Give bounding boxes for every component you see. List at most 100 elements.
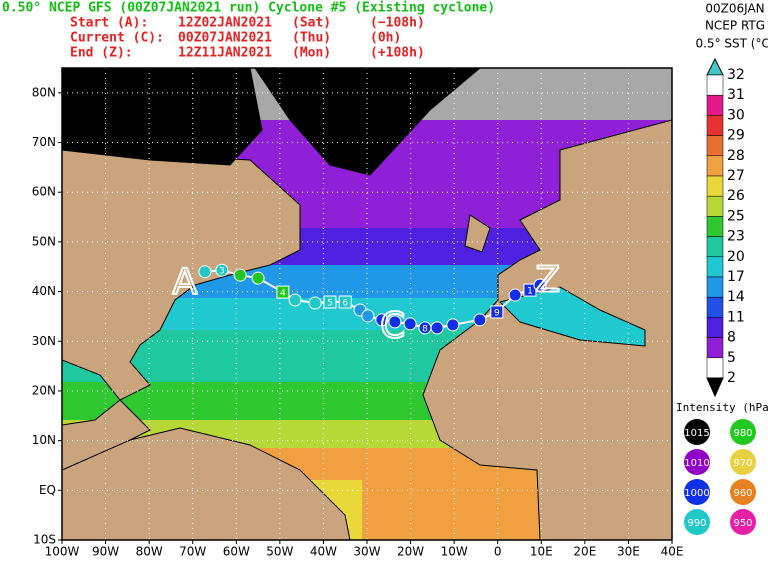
colorbar-label: 11 xyxy=(727,309,745,325)
track-point xyxy=(215,263,229,277)
intensity-swatch xyxy=(684,509,710,535)
colorbar-label: 30 xyxy=(727,107,745,123)
greenland xyxy=(254,68,481,176)
row-time: 12Z11JAN2021 xyxy=(178,46,272,61)
sst-legend: 00Z06JAN NCEP RTG 0.5° SST (°C) 32 31 30 29… xyxy=(695,2,768,398)
track-point xyxy=(430,321,444,335)
lon-label: 100W xyxy=(45,545,80,559)
lat-label: 70N xyxy=(32,135,56,149)
colorbar-label: 5 xyxy=(727,350,736,366)
colorbar-segment xyxy=(706,135,724,157)
colorbar-label: 31 xyxy=(727,87,745,103)
colorbar-segment xyxy=(706,155,724,177)
intensity-label: 960 xyxy=(733,488,752,499)
south-america xyxy=(62,427,351,540)
colorbar-segment xyxy=(706,357,724,379)
lon-label: 90W xyxy=(92,545,119,559)
lat-label: EQ xyxy=(39,483,56,497)
track-label: 6 xyxy=(342,299,348,309)
colorbar-label: 28 xyxy=(727,148,745,164)
north-america xyxy=(62,149,301,401)
track-marker: A xyxy=(173,262,198,303)
colorbar-segment xyxy=(706,296,724,318)
intensity-label: 1010 xyxy=(684,458,709,469)
track-point xyxy=(288,293,302,307)
colorbar-label: 23 xyxy=(727,229,745,245)
legend-title: Intensity (hPa): xyxy=(676,401,768,414)
track-point xyxy=(446,318,460,332)
mediterranean xyxy=(499,286,646,347)
grid xyxy=(62,68,672,540)
track-point xyxy=(508,288,522,302)
intensity-swatch xyxy=(730,419,756,445)
track-label: 1 xyxy=(527,287,533,297)
lon-label: 10W xyxy=(441,545,468,559)
lat-label: 50N xyxy=(32,234,56,248)
row-time: 00Z07JAN2021 xyxy=(178,31,272,46)
lat-label: 20N xyxy=(32,383,56,397)
map-area: 3 4 5 6 8 9 1 A C Z xyxy=(62,68,672,540)
track: 3 4 5 6 8 9 1 A C Z xyxy=(172,259,562,348)
colorbar-segment xyxy=(706,74,724,96)
row-day: (Sat) xyxy=(292,16,331,31)
track-point xyxy=(308,296,322,310)
intensity-swatch xyxy=(730,449,756,475)
intensity-label: 950 xyxy=(733,518,752,529)
colorbar-label: 2 xyxy=(727,370,736,386)
track-point xyxy=(276,285,290,299)
track-label: 3 xyxy=(219,267,225,277)
lon-label: 40E xyxy=(661,545,684,559)
row-offset: (+108h) xyxy=(370,46,425,61)
track-marker: Z xyxy=(535,260,560,301)
legend-line: 00Z06JAN xyxy=(705,2,764,16)
colorbar-label: 25 xyxy=(727,208,745,224)
lon-label: 20E xyxy=(573,545,596,559)
lat-label: 80N xyxy=(32,85,56,99)
colorbar-label: 20 xyxy=(727,249,745,265)
row-label: Current (C): xyxy=(70,31,164,46)
colorbar-segment xyxy=(706,216,724,237)
colorbar-segment xyxy=(706,256,724,278)
colorbar-segment xyxy=(706,337,724,359)
intensity-swatch xyxy=(684,449,710,475)
lon-label: 60W xyxy=(223,545,250,559)
track-point xyxy=(375,313,389,327)
colorbar-segment xyxy=(706,94,724,116)
colorbar-label: 8 xyxy=(727,330,736,346)
lat-label: 60N xyxy=(32,185,56,199)
intensity-swatch xyxy=(684,419,710,445)
colorbar-label: 27 xyxy=(727,168,745,184)
colorbar-segment xyxy=(706,115,724,136)
lon-label: 30W xyxy=(353,545,380,559)
colorbar-segment xyxy=(706,276,724,298)
track-point xyxy=(361,309,375,323)
row-label: End (Z): xyxy=(70,46,133,61)
intensity-label: 990 xyxy=(687,518,706,529)
track-point xyxy=(490,305,504,319)
lon-label: 20W xyxy=(397,545,424,559)
row-offset: (−108h) xyxy=(370,16,425,31)
arctic-canada xyxy=(62,68,263,166)
header: 0.50° NCEP GFS (00Z07JAN2021 run) Cyclon… xyxy=(2,1,495,61)
lat-label: 10S xyxy=(33,533,56,547)
colorbar-bottom-arrow xyxy=(706,377,724,398)
colorbar-segment xyxy=(706,195,724,217)
track-point xyxy=(388,315,402,329)
legend-line: 0.5° SST (°C) xyxy=(695,37,768,51)
lat-label: 10N xyxy=(32,433,56,447)
row-day: (Thu) xyxy=(292,31,331,46)
colorbar-label: 32 xyxy=(727,67,745,83)
colorbar-label: 14 xyxy=(727,289,745,305)
lat-label: 30N xyxy=(32,334,56,348)
intensity-legend: Intensity (hPa): 1015 980 1010 970 1000 960 99… xyxy=(676,401,768,535)
colorbar-segment xyxy=(706,236,724,258)
lon-label: 70W xyxy=(179,545,206,559)
colorbar-segment xyxy=(706,317,724,338)
row-time: 12Z02JAN2021 xyxy=(178,16,272,31)
track-label: 9 xyxy=(494,308,500,318)
track-line xyxy=(204,269,541,329)
intensity-label: 1000 xyxy=(684,488,709,499)
track-point xyxy=(533,278,547,292)
track-point xyxy=(473,313,487,327)
intensity-label: 980 xyxy=(733,428,752,439)
